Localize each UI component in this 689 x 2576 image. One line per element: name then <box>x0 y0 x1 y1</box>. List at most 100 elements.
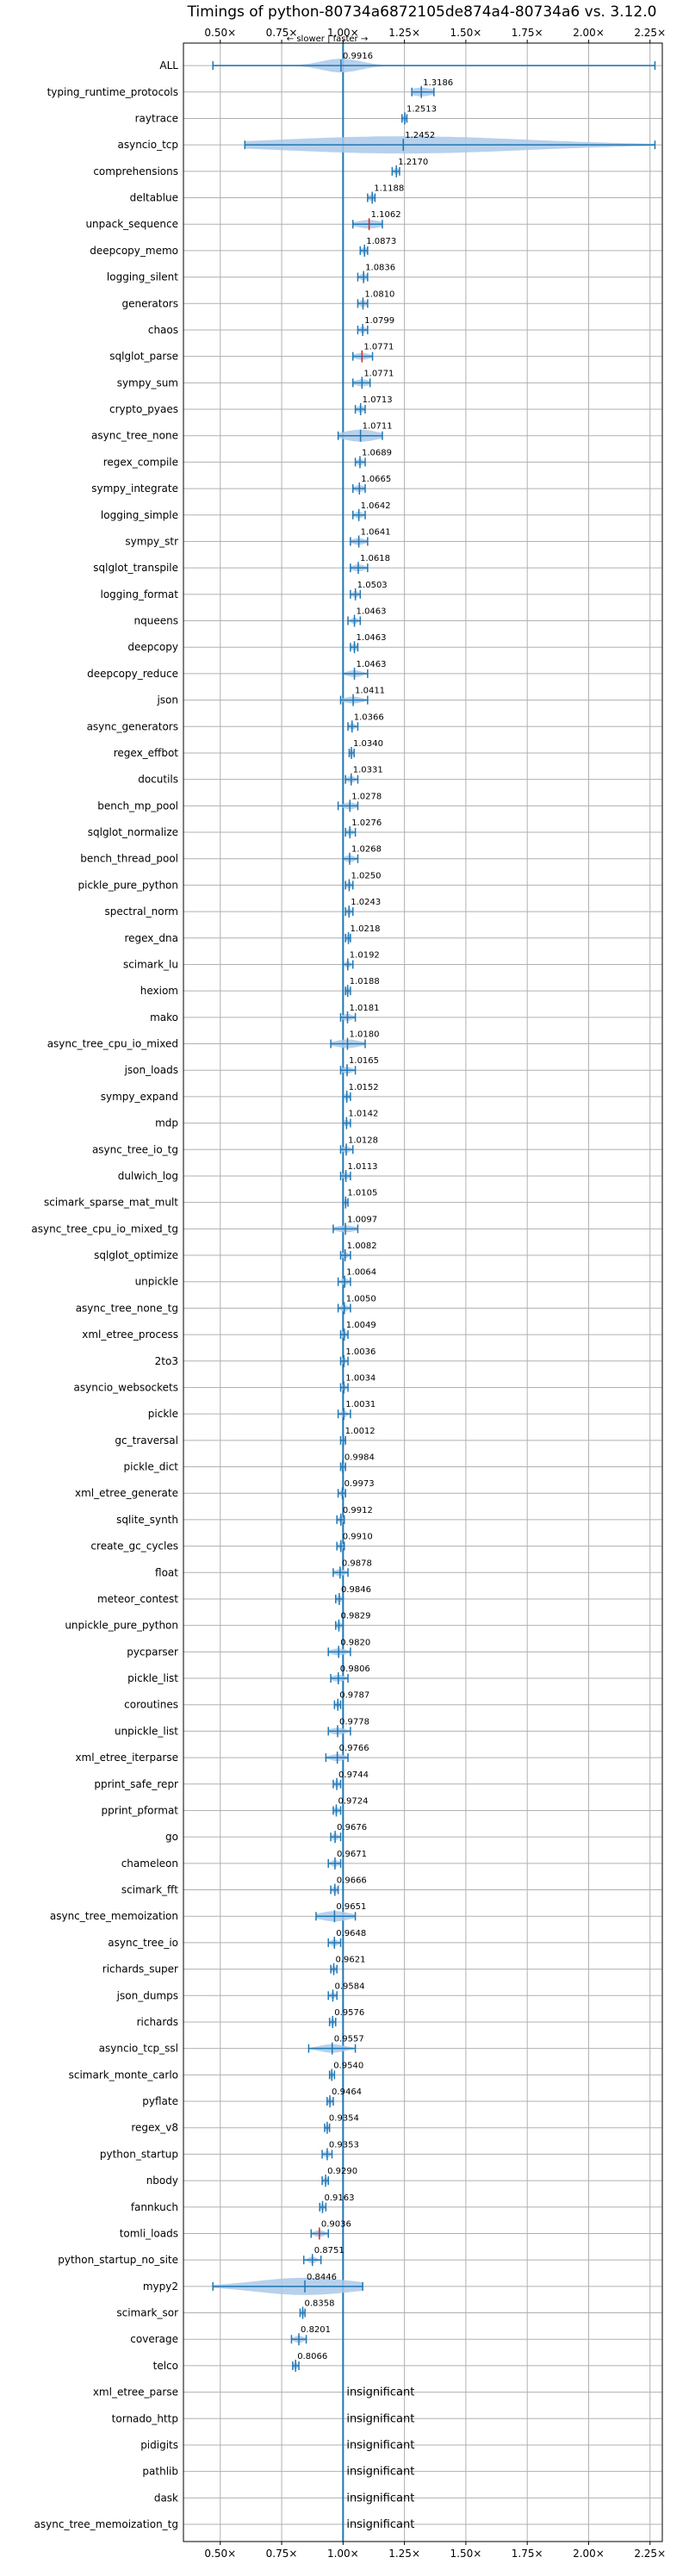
category-label: sqlglot_optimize <box>94 1249 178 1261</box>
category-label: sqlglot_parse <box>109 351 178 363</box>
value-label: 0.8066 <box>297 2352 327 2361</box>
insignificant-label: insignificant <box>346 2492 414 2504</box>
category-label: async_tree_cpu_io_mixed_tg <box>31 1223 178 1235</box>
value-label: 0.8751 <box>314 2246 344 2256</box>
category-label: async_tree_none_tg <box>76 1302 178 1314</box>
value-label: 1.0641 <box>361 527 391 537</box>
category-label: regex_v8 <box>131 2122 178 2134</box>
category-label: xml_etree_process <box>82 1328 178 1341</box>
category-label: pyflate <box>142 2095 178 2107</box>
value-label: 1.0411 <box>355 687 385 696</box>
category-label: pprint_pformat <box>102 1804 179 1816</box>
value-label: 1.0152 <box>349 1083 379 1092</box>
value-label: 1.0278 <box>351 792 382 801</box>
category-label: python_startup_no_site <box>58 2254 178 2266</box>
value-label: 1.0276 <box>351 818 382 828</box>
x-tick-label-bottom: 1.00× <box>327 2548 359 2560</box>
category-label: mako <box>150 1011 178 1024</box>
value-label: 1.0331 <box>353 766 383 775</box>
category-label: unpickle <box>135 1276 178 1288</box>
value-label: 0.9163 <box>324 2193 354 2203</box>
category-label: mypy2 <box>143 2280 178 2293</box>
category-label: asyncio_websockets <box>74 1381 178 1393</box>
insignificant-label: insignificant <box>346 2439 414 2452</box>
category-label: xml_etree_iterparse <box>75 1752 178 1764</box>
x-tick-label-bottom: 2.00× <box>573 2548 605 2560</box>
category-label: bench_thread_pool <box>80 853 178 865</box>
category-label: asyncio_tcp_ssl <box>99 2043 178 2055</box>
category-label: pathlib <box>142 2466 178 2478</box>
category-label: scimark_sor <box>116 2307 178 2319</box>
x-tick-label-top: 1.50× <box>450 27 482 39</box>
category-label: unpack_sequence <box>85 218 178 230</box>
value-label: 1.0218 <box>351 924 381 934</box>
value-label: 1.0012 <box>345 1427 376 1436</box>
category-label: raytrace <box>135 112 178 124</box>
category-label: regex_effbot <box>114 747 179 759</box>
category-label: logging_silent <box>107 271 178 283</box>
category-label: docutils <box>138 774 178 786</box>
value-label: 0.9671 <box>337 1850 367 1859</box>
category-label: richards <box>137 2016 178 2028</box>
value-label: 0.9984 <box>344 1453 375 1463</box>
category-label: pycparser <box>127 1646 178 1658</box>
category-label: unpickle_list <box>115 1725 178 1737</box>
category-label: hexiom <box>140 985 178 997</box>
category-label: ALL <box>159 59 178 72</box>
value-label: 1.0340 <box>353 739 383 749</box>
category-label: dulwich_log <box>118 1170 178 1182</box>
category-label: float <box>155 1566 178 1578</box>
value-label: 0.9036 <box>321 2219 351 2229</box>
category-label: xml_etree_generate <box>75 1487 178 1499</box>
category-label: sqlglot_transpile <box>93 562 178 574</box>
category-label: comprehensions <box>93 165 178 177</box>
category-label: python_startup <box>100 2148 178 2160</box>
category-label: deepcopy_reduce <box>87 668 178 680</box>
category-label: async_generators <box>87 720 178 732</box>
category-label: dask <box>154 2492 178 2504</box>
insignificant-label: insignificant <box>346 2412 414 2425</box>
category-label: tomli_loads <box>120 2227 178 2239</box>
value-label: 1.0836 <box>365 264 395 273</box>
value-label: 0.9576 <box>334 2008 364 2018</box>
value-label: 1.0463 <box>357 607 387 617</box>
value-label: 1.0268 <box>351 845 382 855</box>
value-label: 1.0034 <box>345 1373 376 1383</box>
category-label: pprint_safe_repr <box>94 1778 178 1790</box>
category-label: chameleon <box>121 1857 178 1870</box>
value-label: 1.0097 <box>347 1215 377 1224</box>
x-tick-label-top: 1.00× <box>327 27 359 39</box>
category-label: nqueens <box>134 615 178 627</box>
value-label: 1.0181 <box>349 1004 379 1013</box>
value-label: 0.9846 <box>341 1585 371 1595</box>
value-label: 0.9912 <box>343 1506 373 1515</box>
value-label: 1.0689 <box>362 448 392 457</box>
value-label: 1.1062 <box>371 210 401 220</box>
value-label: 0.9540 <box>333 2061 363 2070</box>
x-tick-label-bottom: 0.75× <box>266 2548 298 2560</box>
category-label: crypto_pyaes <box>109 403 178 415</box>
category-label: scimark_monte_carlo <box>69 2069 178 2081</box>
value-label: 1.0810 <box>364 289 394 299</box>
category-label: async_tree_cpu_io_mixed <box>47 1038 178 1050</box>
x-tick-label-top: 0.50× <box>204 27 236 39</box>
category-label: 2to3 <box>155 1355 178 1367</box>
category-label: async_tree_memoization <box>50 1910 178 1922</box>
value-label: 0.9557 <box>334 2035 364 2044</box>
value-label: 0.9973 <box>344 1479 375 1489</box>
direction-label: ← slower | faster → <box>287 34 368 44</box>
category-label: telco <box>153 2360 178 2372</box>
value-label: 0.9621 <box>336 1956 366 1965</box>
category-label: async_tree_memoization_tg <box>34 2518 178 2530</box>
category-label: spectral_norm <box>104 905 178 918</box>
x-tick-label-bottom: 1.25× <box>388 2548 420 2560</box>
category-label: coverage <box>130 2333 178 2345</box>
category-label: generators <box>121 297 178 309</box>
value-label: 1.0366 <box>354 712 384 722</box>
category-label: create_gc_cycles <box>90 1540 178 1552</box>
plot-frame <box>183 42 663 2542</box>
category-label: sympy_integrate <box>91 482 178 495</box>
value-label: 1.0192 <box>350 950 380 960</box>
x-tick-label-bottom: 1.50× <box>450 2548 482 2560</box>
x-tick-label-top: 0.75× <box>266 27 298 39</box>
